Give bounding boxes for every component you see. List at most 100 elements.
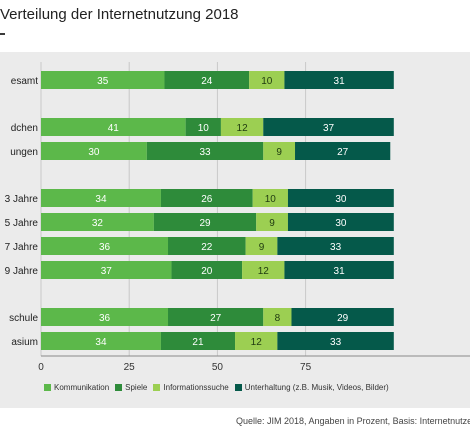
legend-item: Spiele <box>115 383 147 392</box>
title-rule <box>0 33 5 35</box>
legend-item: Unterhaltung (z.B. Musik, Videos, Bilder… <box>234 383 389 392</box>
bar-segment <box>256 213 288 231</box>
bar-segment <box>41 308 169 326</box>
bar-segment <box>295 142 391 160</box>
data-label: 30 <box>88 147 100 158</box>
legend-swatch <box>153 384 161 391</box>
data-label: 10 <box>198 123 210 134</box>
bar-segment <box>164 71 250 89</box>
bar-segment <box>235 332 278 350</box>
bar-segment <box>287 213 394 231</box>
bar-segment <box>277 237 394 255</box>
bar-segment <box>41 261 172 279</box>
data-label: 10 <box>265 194 277 205</box>
data-label: 36 <box>99 313 111 324</box>
data-label: 29 <box>199 218 211 229</box>
data-label: 34 <box>95 337 107 348</box>
data-label: 31 <box>334 76 346 87</box>
data-label: 30 <box>335 218 347 229</box>
data-label: 26 <box>201 194 213 205</box>
x-tick-label: 75 <box>300 362 312 373</box>
bar-segment <box>171 261 243 279</box>
data-label: 37 <box>323 123 335 134</box>
bar-segment <box>160 189 253 207</box>
category-label: esamt <box>11 76 38 87</box>
data-label: 27 <box>337 147 349 158</box>
legend-item: Informationssuche <box>153 383 229 392</box>
bar-segment <box>41 118 186 136</box>
category-label: 5 Jahre <box>5 218 39 229</box>
bar-segment <box>41 332 161 350</box>
bar-segment <box>41 189 161 207</box>
bar-segment <box>291 308 394 326</box>
x-tick-label: 25 <box>124 362 136 373</box>
data-label: 20 <box>201 266 213 277</box>
data-label: 10 <box>261 76 273 87</box>
bar-segment <box>168 308 264 326</box>
data-label: 30 <box>335 194 347 205</box>
bar-segment <box>263 118 394 136</box>
legend-label: Spiele <box>125 383 148 392</box>
data-label: 29 <box>337 313 349 324</box>
bar-segment <box>245 237 278 255</box>
legend-swatch <box>115 384 123 391</box>
bar-segment <box>220 118 264 136</box>
legend: Kommunikation Spiele Informationssuche Unte… <box>44 383 470 392</box>
category-label: 7 Jahre <box>5 242 39 253</box>
category-label: dchen <box>11 123 38 134</box>
x-tick-label: 0 <box>38 362 44 373</box>
data-label: 33 <box>330 337 342 348</box>
bar-segment <box>185 118 221 136</box>
data-label: 31 <box>334 266 346 277</box>
legend-swatch <box>234 384 242 391</box>
data-label: 41 <box>108 123 120 134</box>
data-label: 21 <box>192 337 204 348</box>
data-label: 8 <box>275 313 281 324</box>
bar-segment <box>252 189 288 207</box>
bar-segment <box>168 237 246 255</box>
data-label: 36 <box>99 242 111 253</box>
category-label: asium <box>11 337 38 348</box>
data-label: 9 <box>276 147 282 158</box>
category-label: ungen <box>10 147 38 158</box>
legend-swatch <box>44 384 51 391</box>
data-label: 9 <box>259 242 265 253</box>
legend-label: Informationssuche <box>163 383 229 392</box>
legend-item: Kommunikation <box>44 383 109 392</box>
bar-segment <box>249 71 285 89</box>
bar-segment <box>160 332 236 350</box>
data-label: 34 <box>95 194 107 205</box>
bar-segment <box>41 213 154 231</box>
bar-segment <box>287 189 394 207</box>
data-label: 9 <box>269 218 275 229</box>
data-label: 35 <box>97 76 109 87</box>
category-label: schule <box>9 313 38 324</box>
bar-segment <box>41 142 147 160</box>
category-label: 3 Jahre <box>5 194 39 205</box>
data-label: 24 <box>201 76 213 87</box>
data-label: 12 <box>251 337 263 348</box>
bar-segment <box>277 332 394 350</box>
data-label: 37 <box>101 266 113 277</box>
data-label: 27 <box>210 313 222 324</box>
category-label: 9 Jahre <box>5 266 39 277</box>
bar-segment <box>284 261 394 279</box>
source-note: Quelle: JIM 2018, Angaben in Prozent, Ba… <box>236 416 470 426</box>
data-label: 33 <box>199 147 211 158</box>
data-label: 12 <box>237 123 249 134</box>
bar-segment <box>263 142 296 160</box>
bar-segment <box>41 71 165 89</box>
data-label: 12 <box>258 266 270 277</box>
legend-label: Kommunikation <box>54 383 110 392</box>
data-label: 22 <box>201 242 213 253</box>
bar-segment <box>263 308 292 326</box>
data-label: 33 <box>330 242 342 253</box>
legend-label: Unterhaltung (z.B. Musik, Videos, Bilder… <box>244 383 389 392</box>
chart-title: Verteilung der Internetnutzung 2018 <box>0 6 239 23</box>
x-tick-label: 50 <box>212 362 224 373</box>
bar-segment <box>284 71 394 89</box>
bar-segment <box>146 142 264 160</box>
bar-segment <box>153 213 257 231</box>
bar-segment <box>41 237 169 255</box>
